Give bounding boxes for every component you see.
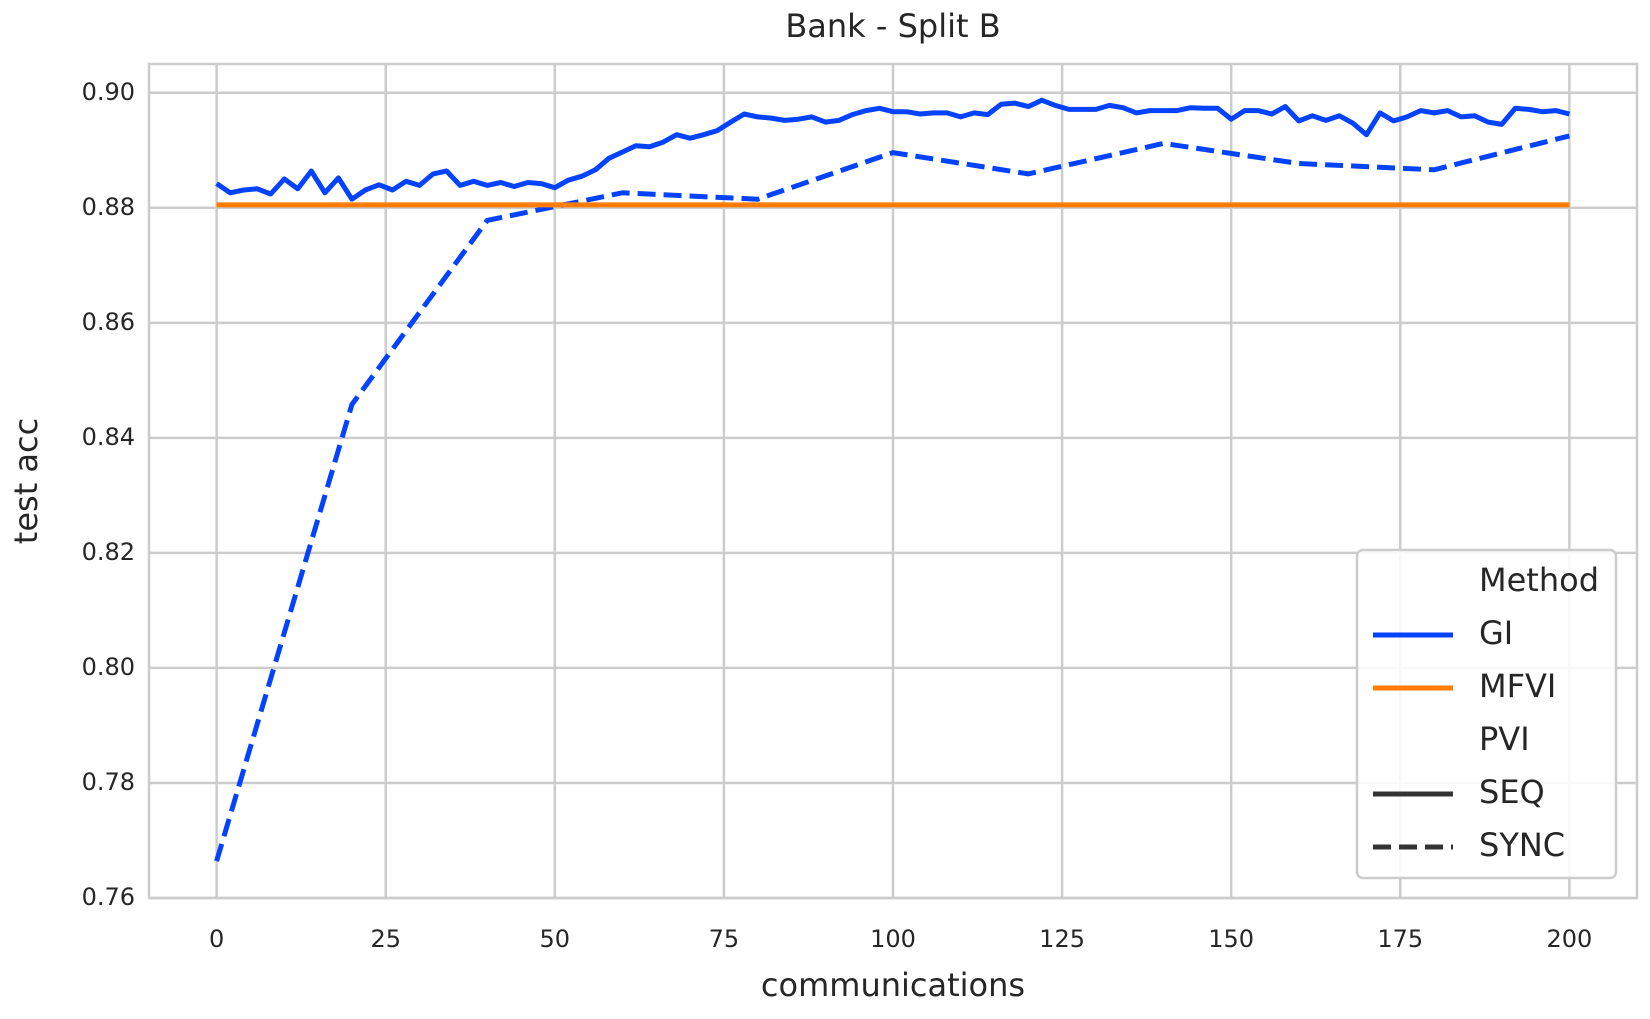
y-tick-label: 0.82	[82, 538, 135, 566]
legend: Method GI MFVI PVI SEQ SYNC	[1355, 548, 1618, 880]
y-tick-label: 0.76	[82, 883, 135, 911]
chart-title: Bank - Split B	[785, 7, 1000, 45]
legend-subtitle: PVI	[1479, 720, 1530, 758]
y-tick-label: 0.90	[82, 78, 135, 106]
x-tick-label: 0	[209, 925, 224, 953]
x-tick-label: 25	[370, 925, 401, 953]
legend-label: MFVI	[1479, 667, 1556, 705]
y-axis-label: test acc	[7, 418, 45, 544]
x-tick-label: 50	[540, 925, 571, 953]
x-tick-label: 200	[1546, 925, 1592, 953]
x-tick-label: 125	[1039, 925, 1085, 953]
x-tick-label: 175	[1377, 925, 1423, 953]
x-axis-label: communications	[761, 966, 1025, 1004]
y-tick-label: 0.88	[82, 193, 135, 221]
y-tick-label: 0.84	[82, 423, 135, 451]
legend-label: GI	[1479, 614, 1513, 652]
data-line	[214, 133, 1571, 862]
x-tick-label: 100	[870, 925, 916, 953]
y-tick-label: 0.86	[82, 308, 135, 336]
legend-title: Method	[1479, 561, 1599, 599]
y-tick-label: 0.78	[82, 768, 135, 796]
data-line	[215, 97, 1571, 202]
x-tick-label: 75	[709, 925, 740, 953]
x-tick-label: 150	[1208, 925, 1254, 953]
legend-label: SYNC	[1479, 826, 1565, 864]
legend-label: SEQ	[1479, 773, 1545, 811]
y-tick-label: 0.80	[82, 653, 135, 681]
